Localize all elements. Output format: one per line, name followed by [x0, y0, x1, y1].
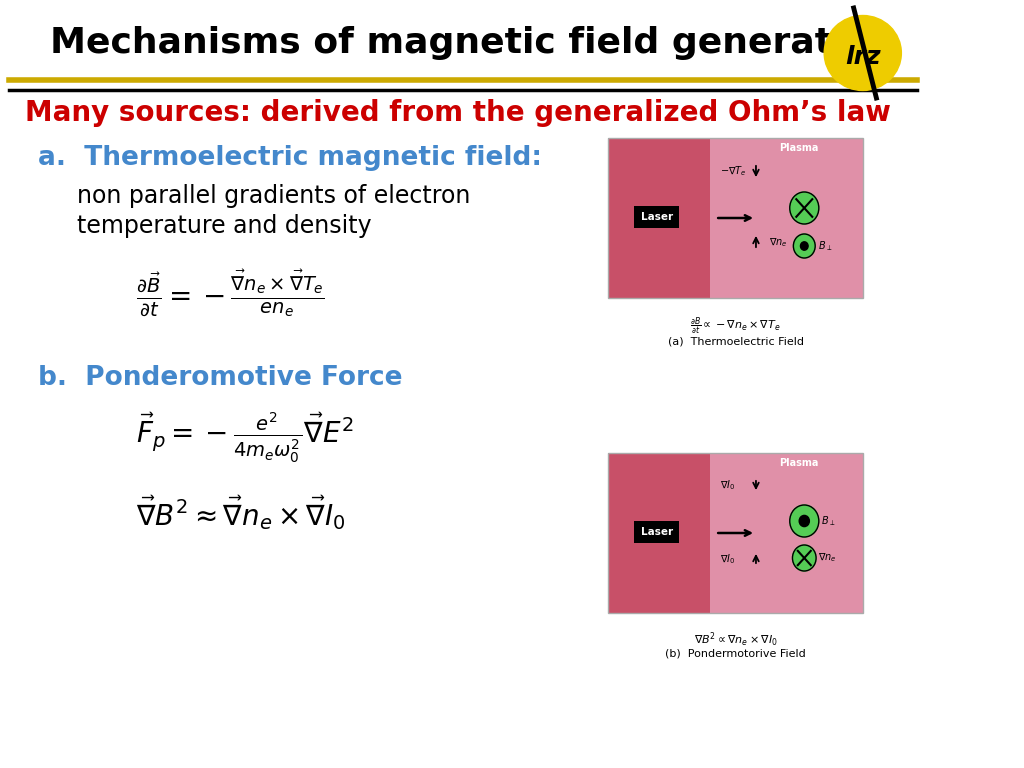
Bar: [608, 138, 711, 298]
Text: a.  Thermoelectric magnetic field:: a. Thermoelectric magnetic field:: [38, 145, 542, 171]
Circle shape: [801, 242, 808, 250]
Circle shape: [790, 505, 819, 537]
Text: Laser: Laser: [641, 212, 673, 222]
Circle shape: [794, 234, 815, 258]
Text: Mechanisms of magnetic field generation: Mechanisms of magnetic field generation: [50, 26, 895, 60]
Text: $\nabla I_0$: $\nabla I_0$: [720, 478, 735, 492]
Circle shape: [799, 515, 809, 527]
Text: (b)  Pondermotorive Field: (b) Pondermotorive Field: [666, 649, 806, 659]
Text: $\vec{F}_p=-\frac{e^2}{4m_e\omega_0^2}\vec{\nabla}E^2$: $\vec{F}_p=-\frac{e^2}{4m_e\omega_0^2}\v…: [136, 411, 354, 465]
Text: (a)  Thermoelectric Field: (a) Thermoelectric Field: [668, 336, 804, 346]
Bar: [608, 138, 863, 298]
Text: $\frac{\partial B}{\partial t} \propto -\nabla n_e \times \nabla T_e$: $\frac{\partial B}{\partial t} \propto -…: [690, 316, 781, 337]
Text: $\nabla B^2 \propto \nabla n_e \times \nabla I_0$: $\nabla B^2 \propto \nabla n_e \times \n…: [693, 631, 777, 650]
Text: b.  Ponderomotive Force: b. Ponderomotive Force: [38, 365, 402, 391]
Bar: [634, 521, 680, 543]
Text: $\nabla n_e$: $\nabla n_e$: [818, 551, 837, 564]
Text: Plasma: Plasma: [779, 458, 819, 468]
Text: non parallel gradients of electron: non parallel gradients of electron: [77, 184, 471, 208]
Text: $B_\perp$: $B_\perp$: [818, 239, 833, 253]
Bar: [608, 453, 711, 613]
Text: temperature and density: temperature and density: [77, 214, 372, 238]
Text: $\frac{\partial \vec{B}}{\partial t}=-\frac{\vec{\nabla}n_e \times \vec{\nabla}T: $\frac{\partial \vec{B}}{\partial t}=-\f…: [136, 267, 325, 319]
Bar: [711, 453, 863, 613]
Text: $\vec{\nabla}B^2 \approx \vec{\nabla}n_e \times \vec{\nabla}I_0$: $\vec{\nabla}B^2 \approx \vec{\nabla}n_e…: [136, 494, 346, 532]
Bar: [711, 138, 863, 298]
Text: $-\nabla T_e$: $-\nabla T_e$: [720, 164, 746, 178]
Text: $B_\perp$: $B_\perp$: [820, 514, 835, 528]
Text: lrz: lrz: [845, 45, 881, 69]
Text: $\nabla n_e$: $\nabla n_e$: [769, 237, 787, 250]
Ellipse shape: [824, 15, 901, 91]
Text: Laser: Laser: [641, 527, 673, 537]
Circle shape: [790, 192, 819, 224]
Text: Plasma: Plasma: [779, 143, 819, 153]
Text: $\nabla I_0$: $\nabla I_0$: [720, 552, 735, 566]
Bar: [608, 453, 863, 613]
Bar: [634, 206, 680, 228]
Text: Many sources: derived from the generalized Ohm’s law: Many sources: derived from the generaliz…: [26, 99, 891, 127]
Circle shape: [793, 545, 816, 571]
